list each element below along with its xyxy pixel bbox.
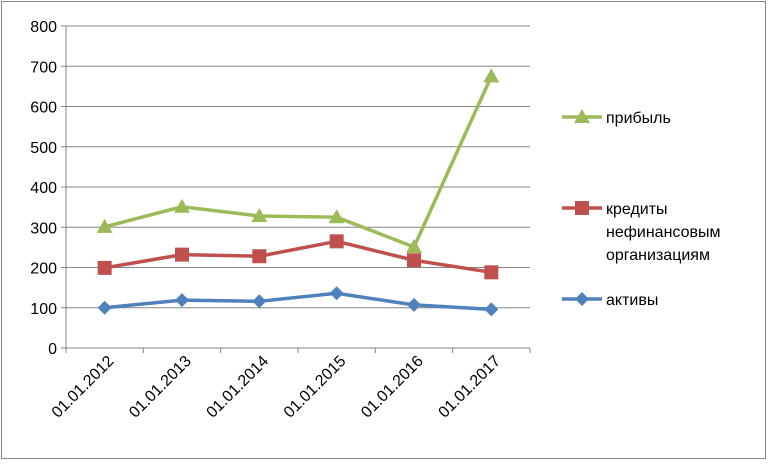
legend-entry: кредиты нефинансовым организациям (562, 201, 720, 264)
y-tick-label: 400 (30, 180, 57, 197)
series (97, 234, 499, 280)
legend-label: активы (606, 292, 658, 309)
y-tick-label: 800 (30, 19, 57, 36)
data-point (328, 209, 345, 224)
series-line (104, 239, 492, 275)
x-tick-label: 01.01.2017 (436, 353, 505, 422)
x-tick-label: 01.01.2014 (204, 353, 273, 422)
data-point (97, 300, 112, 315)
y-tick-label: 300 (30, 220, 57, 237)
series (97, 286, 499, 317)
data-point (329, 234, 344, 249)
data-point (96, 218, 113, 233)
data-point (407, 297, 421, 312)
data-point (175, 247, 189, 262)
legend-entry: прибыль (562, 109, 671, 127)
y-tick-label: 200 (30, 261, 57, 278)
gridlines (66, 25, 530, 309)
y-tick-label: 0 (48, 341, 57, 358)
legend-label: организациям (606, 247, 710, 264)
data-point (575, 201, 589, 215)
y-tick-label: 100 (30, 301, 57, 318)
series-line (104, 75, 493, 249)
data-point (407, 253, 421, 268)
x-tick-label: 01.01.2012 (49, 353, 118, 422)
series-group (96, 68, 500, 317)
y-tick-label: 500 (30, 140, 57, 157)
x-tick-label: 01.01.2013 (126, 353, 195, 422)
data-point (483, 68, 500, 83)
data-point (174, 198, 190, 213)
data-point (484, 265, 499, 280)
data-point (575, 292, 589, 306)
data-point (329, 286, 344, 301)
x-tick-label: 01.01.2016 (358, 353, 427, 422)
data-point (252, 294, 267, 309)
data-point (251, 207, 268, 222)
legend-label: кредиты (606, 201, 668, 218)
x-axis-ticks: 01.01.2012 01.01.2013 01.01.2014 01.01.2015… (49, 348, 531, 422)
legend-label: прибыль (606, 110, 671, 127)
y-axis-ticks: 0 100 200 300 400 500 600 700 800 (30, 19, 66, 358)
legend-label: нефинансовым (606, 224, 720, 241)
data-point (484, 302, 499, 317)
data-point (406, 238, 422, 253)
y-tick-label: 700 (30, 59, 57, 76)
series (96, 68, 500, 253)
data-point (97, 260, 112, 275)
legend: прибыль кредиты нефинансовым организациям ак… (562, 109, 720, 309)
y-tick-label: 600 (30, 100, 57, 117)
series-line (104, 291, 492, 312)
legend-entry: активы (562, 292, 658, 309)
data-point (252, 249, 267, 264)
data-point (574, 109, 590, 123)
chart-frame: 0 100 200 300 400 500 600 700 800 01.01.2012 01.0… (1, 1, 766, 459)
x-tick-label: 01.01.2015 (281, 353, 350, 422)
data-point (175, 293, 189, 308)
